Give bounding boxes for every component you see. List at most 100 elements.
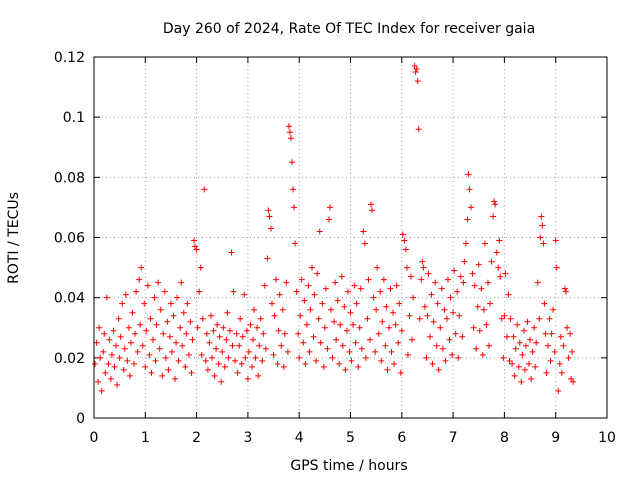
data-point	[460, 279, 467, 286]
data-point	[187, 318, 194, 325]
data-point	[214, 321, 221, 328]
data-point	[266, 213, 273, 220]
data-point	[447, 294, 454, 301]
data-point	[261, 282, 268, 289]
data-point	[201, 186, 208, 193]
data-point	[435, 366, 442, 373]
data-point	[316, 228, 323, 235]
data-point	[568, 375, 575, 382]
data-point	[252, 354, 259, 361]
data-point	[461, 258, 468, 265]
data-point	[570, 378, 577, 385]
data-point	[142, 363, 149, 370]
data-point	[174, 294, 181, 301]
data-point	[241, 291, 248, 298]
data-point	[521, 366, 528, 373]
data-point	[487, 300, 494, 307]
data-point	[516, 339, 523, 346]
x-tick-label: 0	[90, 430, 99, 446]
data-point	[480, 306, 487, 313]
data-point	[404, 351, 411, 358]
data-point	[311, 291, 318, 298]
data-point	[180, 309, 187, 316]
data-point	[297, 312, 304, 319]
data-point	[402, 246, 409, 253]
data-point	[475, 261, 482, 268]
data-point	[449, 351, 456, 358]
data-point	[197, 264, 204, 271]
data-point	[498, 315, 505, 322]
x-tick-label: 6	[397, 430, 406, 446]
data-point	[427, 333, 434, 340]
data-point	[474, 303, 481, 310]
data-point	[496, 237, 503, 244]
data-point	[346, 348, 353, 355]
data-point	[161, 288, 168, 295]
data-point	[454, 288, 461, 295]
data-point	[452, 330, 459, 337]
x-axis-ticks: 0 1 2 3 4 5 6 7 8 9 10	[90, 57, 616, 446]
data-point	[247, 321, 254, 328]
data-point	[139, 342, 146, 349]
data-point	[464, 216, 471, 223]
data-point	[455, 354, 462, 361]
data-point	[303, 321, 310, 328]
data-point	[157, 306, 164, 313]
data-point	[115, 315, 122, 322]
data-point	[224, 309, 231, 316]
data-point	[355, 363, 362, 370]
x-tick-label: 7	[449, 430, 458, 446]
data-point	[377, 288, 384, 295]
data-point	[469, 270, 476, 277]
data-point	[546, 315, 553, 322]
data-point	[548, 330, 555, 337]
x-tick-label: 1	[141, 430, 150, 446]
data-point	[219, 348, 226, 355]
data-point	[160, 330, 167, 337]
data-point	[543, 369, 550, 376]
data-point	[397, 369, 404, 376]
data-point	[441, 306, 448, 313]
data-point	[322, 285, 329, 292]
data-point	[425, 270, 432, 277]
data-point	[292, 240, 299, 247]
data-point	[563, 324, 570, 331]
data-point	[100, 348, 107, 355]
data-point	[317, 339, 324, 346]
data-point	[95, 378, 102, 385]
data-point	[151, 294, 158, 301]
data-point	[267, 225, 274, 232]
data-point	[486, 342, 493, 349]
data-point	[226, 327, 233, 334]
data-point	[314, 270, 321, 277]
data-point	[362, 354, 369, 361]
data-point	[361, 240, 368, 247]
data-point	[202, 357, 209, 364]
chart-title: Day 260 of 2024, Rate Of TEC Index for r…	[163, 21, 535, 37]
x-tick-label: 5	[346, 430, 355, 446]
data-point	[173, 339, 180, 346]
data-point	[483, 321, 490, 328]
data-point	[270, 351, 277, 358]
data-point	[276, 291, 283, 298]
data-point	[320, 363, 327, 370]
data-point	[313, 357, 320, 364]
data-point	[203, 330, 210, 337]
data-point	[204, 366, 211, 373]
data-point	[232, 357, 239, 364]
data-point	[413, 66, 420, 73]
data-point	[342, 366, 349, 373]
data-point	[237, 315, 244, 322]
data-point	[536, 315, 543, 322]
data-point	[229, 342, 236, 349]
data-point	[178, 279, 185, 286]
data-point	[329, 354, 336, 361]
data-point	[500, 354, 507, 361]
data-point	[331, 318, 338, 325]
x-tick-label: 9	[551, 430, 560, 446]
data-point	[133, 288, 140, 295]
data-point	[114, 381, 121, 388]
data-point	[165, 366, 172, 373]
data-point	[208, 354, 215, 361]
data-point	[193, 246, 200, 253]
